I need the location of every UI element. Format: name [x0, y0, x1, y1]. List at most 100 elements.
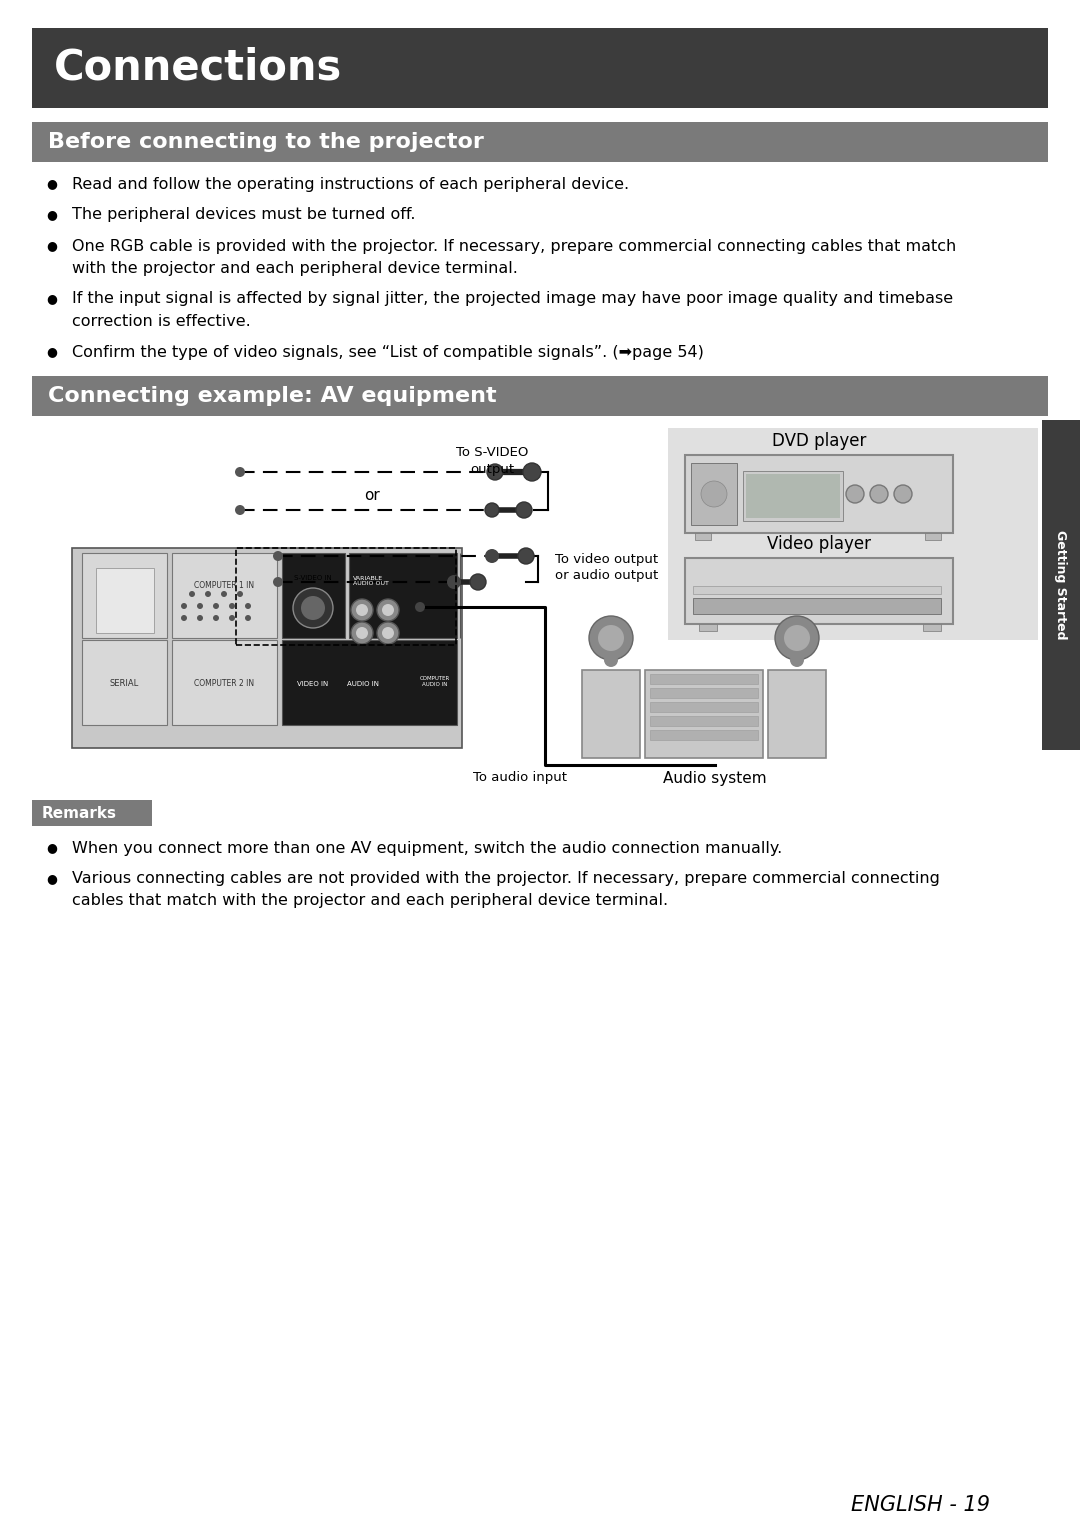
- Circle shape: [273, 577, 283, 586]
- Text: LAN: LAN: [116, 592, 133, 602]
- Text: DVD player: DVD player: [772, 432, 866, 450]
- Bar: [699, 625, 717, 631]
- Bar: [282, 640, 457, 725]
- Bar: [650, 716, 758, 725]
- Text: When you connect more than one AV equipment, switch the audio connection manuall: When you connect more than one AV equipm…: [72, 840, 782, 855]
- Circle shape: [181, 603, 187, 609]
- Circle shape: [382, 628, 394, 638]
- Circle shape: [598, 625, 624, 651]
- Text: ●: ●: [46, 345, 57, 359]
- Bar: [172, 640, 276, 725]
- Bar: [1042, 420, 1080, 750]
- Circle shape: [213, 615, 219, 621]
- Circle shape: [197, 615, 203, 621]
- Circle shape: [229, 603, 235, 609]
- Circle shape: [273, 551, 283, 560]
- Text: Connections: Connections: [54, 47, 342, 89]
- Text: ●: ●: [46, 841, 57, 855]
- Circle shape: [237, 591, 243, 597]
- Text: Remarks: Remarks: [42, 806, 117, 820]
- Bar: [924, 533, 941, 541]
- Text: correction is effective.: correction is effective.: [72, 313, 251, 328]
- Circle shape: [245, 615, 251, 621]
- Text: Before connecting to the projector: Before connecting to the projector: [48, 131, 484, 153]
- Text: To S-VIDEO: To S-VIDEO: [456, 446, 528, 458]
- Circle shape: [213, 603, 219, 609]
- Circle shape: [470, 574, 486, 589]
- Bar: [72, 548, 462, 748]
- Text: AUDIO OUT: AUDIO OUT: [353, 580, 389, 586]
- Bar: [923, 625, 941, 631]
- Circle shape: [181, 615, 187, 621]
- Circle shape: [518, 548, 534, 563]
- Bar: [693, 586, 941, 594]
- Bar: [172, 553, 276, 638]
- Text: ●: ●: [46, 240, 57, 252]
- Circle shape: [846, 486, 864, 502]
- Text: ●: ●: [46, 209, 57, 221]
- Bar: [650, 673, 758, 684]
- Text: or audio output: or audio output: [555, 570, 658, 582]
- Bar: [693, 599, 941, 614]
- Circle shape: [789, 654, 804, 667]
- Circle shape: [487, 464, 503, 479]
- Circle shape: [293, 588, 333, 628]
- Text: Getting Started: Getting Started: [1054, 530, 1067, 640]
- Text: VARIABLE: VARIABLE: [353, 576, 383, 580]
- Circle shape: [485, 550, 499, 563]
- Text: To video output: To video output: [555, 553, 658, 565]
- Bar: [32, 27, 1048, 108]
- Text: or: or: [364, 489, 380, 504]
- Circle shape: [523, 463, 541, 481]
- Circle shape: [351, 599, 373, 621]
- Circle shape: [447, 576, 461, 589]
- Circle shape: [485, 502, 499, 518]
- Bar: [237, 548, 456, 644]
- Text: SERIAL: SERIAL: [109, 680, 138, 689]
- Text: To audio input: To audio input: [473, 771, 567, 785]
- Circle shape: [870, 486, 888, 502]
- Text: Audio system: Audio system: [663, 771, 767, 785]
- Text: with the projector and each peripheral device terminal.: with the projector and each peripheral d…: [72, 261, 518, 275]
- Circle shape: [377, 621, 399, 644]
- Text: S-VIDEO IN: S-VIDEO IN: [294, 576, 332, 580]
- Circle shape: [415, 602, 426, 612]
- Bar: [768, 670, 826, 757]
- Bar: [743, 470, 843, 521]
- Bar: [650, 689, 758, 698]
- Text: cables that match with the projector and each peripheral device terminal.: cables that match with the projector and…: [72, 893, 669, 909]
- Circle shape: [301, 596, 325, 620]
- Bar: [650, 702, 758, 712]
- Circle shape: [245, 603, 251, 609]
- Bar: [685, 455, 953, 533]
- Text: One RGB cable is provided with the projector. If necessary, prepare commercial c: One RGB cable is provided with the proje…: [72, 238, 956, 253]
- Circle shape: [701, 481, 727, 507]
- Circle shape: [189, 591, 195, 597]
- Circle shape: [205, 591, 211, 597]
- Circle shape: [377, 599, 399, 621]
- Circle shape: [235, 467, 245, 476]
- Text: ●: ●: [46, 177, 57, 191]
- Circle shape: [221, 591, 227, 597]
- Text: ●: ●: [46, 872, 57, 886]
- Text: If the input signal is affected by signal jitter, the projected image may have p: If the input signal is affected by signa…: [72, 292, 954, 307]
- Text: Various connecting cables are not provided with the projector. If necessary, pre: Various connecting cables are not provid…: [72, 872, 940, 887]
- Bar: [645, 670, 762, 757]
- Bar: [349, 553, 457, 638]
- Bar: [32, 122, 1048, 162]
- Circle shape: [356, 628, 368, 638]
- Bar: [96, 568, 154, 634]
- Text: output: output: [470, 463, 514, 475]
- Text: AUDIO IN: AUDIO IN: [347, 681, 379, 687]
- Bar: [696, 533, 711, 541]
- Bar: [685, 557, 953, 625]
- Circle shape: [351, 621, 373, 644]
- Text: VIDEO IN: VIDEO IN: [297, 681, 328, 687]
- Text: The peripheral devices must be turned off.: The peripheral devices must be turned of…: [72, 208, 416, 223]
- Bar: [32, 800, 152, 826]
- Text: ENGLISH - 19: ENGLISH - 19: [851, 1495, 990, 1515]
- Circle shape: [516, 502, 532, 518]
- Circle shape: [894, 486, 912, 502]
- Bar: [82, 553, 167, 638]
- Text: COMPUTER
AUDIO IN: COMPUTER AUDIO IN: [420, 676, 450, 687]
